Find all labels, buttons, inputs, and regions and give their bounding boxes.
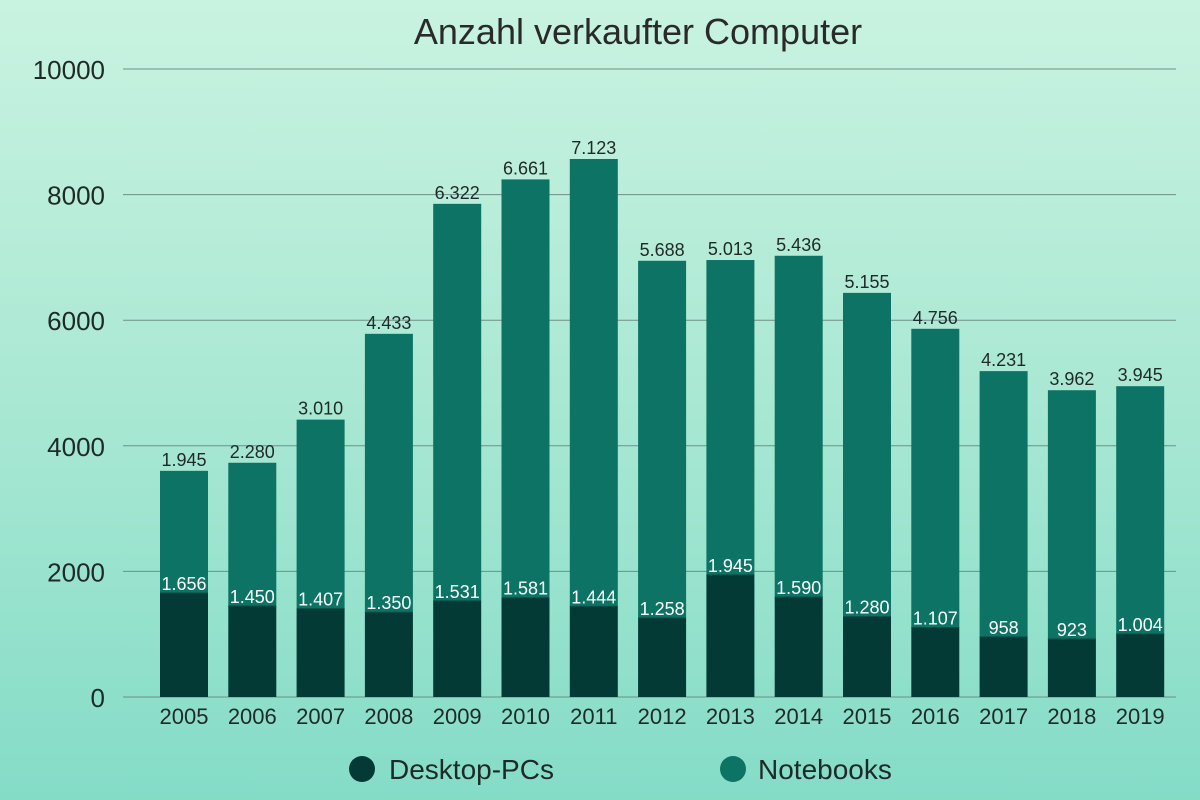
- y-tick-label: 10000: [33, 55, 105, 85]
- x-tick-label: 2007: [296, 704, 345, 729]
- legend-label: Desktop-PCs: [389, 754, 554, 785]
- x-tick-label: 2006: [228, 704, 277, 729]
- bar-desktop-pcs-2007: [296, 608, 345, 697]
- legend-label: Notebooks: [758, 754, 892, 785]
- data-label-notebooks-2018: 3.962: [1049, 369, 1094, 389]
- data-label-notebooks-2015: 5.155: [844, 272, 889, 292]
- bar-desktop-pcs-2008: [364, 612, 413, 697]
- x-tick-label: 2012: [638, 704, 687, 729]
- bar-notebooks-2018: [1047, 390, 1096, 640]
- data-label-desktop-pcs-2015: 1.280: [844, 598, 889, 618]
- data-label-notebooks-2019: 3.945: [1118, 365, 1163, 385]
- bar-desktop-pcs-2012: [638, 617, 687, 697]
- y-tick-label: 0: [91, 683, 105, 713]
- x-tick-label: 2010: [501, 704, 550, 729]
- data-labels: 1.656 1.945 1.450 2.280 1.407 3.010 1.350 4.433…: [161, 138, 1162, 640]
- bar-desktop-pcs-2015: [843, 616, 891, 697]
- bar-desktop-pcs-2009: [433, 600, 482, 697]
- data-label-notebooks-2006: 2.280: [230, 442, 275, 462]
- x-tick-label: 2016: [911, 704, 960, 729]
- x-tick-label: 2017: [979, 704, 1028, 729]
- data-label-notebooks-2016: 4.756: [913, 308, 958, 328]
- data-label-notebooks-2008: 4.433: [366, 313, 411, 333]
- bar-desktop-pcs-2016: [911, 627, 960, 697]
- bars: [160, 158, 1165, 697]
- data-label-notebooks-2010: 6.661: [503, 158, 548, 178]
- data-label-desktop-pcs-2017: 958: [989, 618, 1019, 638]
- bar-notebooks-2016: [911, 328, 960, 628]
- legend-marker: [349, 756, 375, 782]
- x-tick-label: 2008: [364, 704, 413, 729]
- bar-notebooks-2013: [706, 260, 755, 575]
- bar-desktop-pcs-2005: [160, 593, 208, 697]
- data-label-notebooks-2013: 5.013: [708, 239, 753, 259]
- x-tick-label: 2009: [433, 704, 482, 729]
- y-axis-tick-labels: 0 2000 4000 6000 8000 10000: [33, 55, 105, 713]
- bar-desktop-pcs-2019: [1116, 633, 1165, 697]
- data-label-desktop-pcs-2016: 1.107: [913, 608, 958, 628]
- bar-desktop-pcs-2018: [1047, 639, 1096, 697]
- data-label-desktop-pcs-2012: 1.258: [640, 599, 685, 619]
- legend-marker: [720, 756, 746, 782]
- x-tick-label: 2015: [843, 704, 892, 729]
- data-label-notebooks-2005: 1.945: [161, 450, 206, 470]
- data-label-notebooks-2012: 5.688: [640, 240, 685, 260]
- bar-desktop-pcs-2010: [501, 597, 550, 697]
- bar-desktop-pcs-2011: [569, 606, 618, 697]
- data-label-notebooks-2017: 4.231: [981, 350, 1026, 370]
- x-tick-label: 2019: [1116, 704, 1165, 729]
- bar-notebooks-2011: [569, 158, 618, 607]
- legend-item-desktop-pcs: Desktop-PCs: [349, 754, 554, 785]
- data-label-desktop-pcs-2010: 1.581: [503, 579, 548, 599]
- data-label-desktop-pcs-2013: 1.945: [708, 556, 753, 576]
- data-label-desktop-pcs-2019: 1.004: [1118, 615, 1163, 635]
- bar-desktop-pcs-2006: [228, 605, 277, 697]
- data-label-desktop-pcs-2007: 1.407: [298, 590, 343, 610]
- bar-desktop-pcs-2014: [774, 597, 823, 697]
- bar-notebooks-2005: [160, 470, 208, 594]
- bar-notebooks-2009: [433, 203, 482, 601]
- x-tick-label: 2005: [160, 704, 209, 729]
- y-tick-label: 8000: [47, 181, 105, 211]
- data-label-desktop-pcs-2005: 1.656: [161, 574, 206, 594]
- bar-desktop-pcs-2017: [979, 636, 1028, 697]
- bar-notebooks-2012: [638, 260, 687, 618]
- bar-notebooks-2017: [979, 371, 1028, 637]
- bar-notebooks-2006: [228, 462, 277, 606]
- y-tick-label: 4000: [47, 432, 105, 462]
- bar-notebooks-2007: [296, 419, 345, 609]
- bar-notebooks-2010: [501, 179, 550, 598]
- y-tick-label: 6000: [47, 306, 105, 336]
- x-tick-label: 2011: [570, 704, 617, 729]
- bar-desktop-pcs-2013: [706, 574, 755, 697]
- x-tick-label: 2013: [706, 704, 755, 729]
- bar-notebooks-2015: [843, 292, 891, 617]
- bar-notebooks-2008: [364, 333, 413, 613]
- chart-title: Anzahl verkaufter Computer: [414, 11, 862, 52]
- bar-notebooks-2019: [1116, 386, 1165, 634]
- data-label-desktop-pcs-2011: 1.444: [571, 587, 616, 607]
- x-tick-label: 2018: [1047, 704, 1096, 729]
- data-label-notebooks-2007: 3.010: [298, 399, 343, 419]
- data-label-notebooks-2014: 5.436: [776, 235, 821, 255]
- x-tick-label: 2014: [774, 704, 823, 729]
- data-label-desktop-pcs-2018: 923: [1057, 620, 1087, 640]
- data-label-desktop-pcs-2006: 1.450: [230, 587, 275, 607]
- data-label-desktop-pcs-2014: 1.590: [776, 578, 821, 598]
- legend: Desktop-PCs Notebooks: [349, 754, 892, 785]
- data-label-desktop-pcs-2008: 1.350: [366, 593, 411, 613]
- data-label-desktop-pcs-2009: 1.531: [435, 582, 480, 602]
- y-tick-label: 2000: [47, 557, 105, 587]
- data-label-notebooks-2011: 7.123: [571, 138, 616, 158]
- bar-notebooks-2014: [774, 255, 823, 598]
- data-label-notebooks-2009: 6.322: [435, 183, 480, 203]
- x-axis-tick-labels: 2005 2006 2007 2008 2009 2010 2011 2012 2013 2014…: [160, 704, 1165, 729]
- legend-item-notebooks: Notebooks: [720, 754, 892, 785]
